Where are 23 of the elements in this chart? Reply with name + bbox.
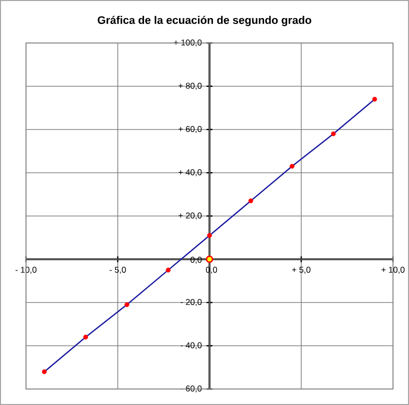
y-tick-label: + 80,0	[178, 82, 202, 90]
point	[166, 268, 171, 272]
x-tick-label: + 10,0	[382, 266, 405, 274]
y-tick-label: + 100,0	[174, 40, 202, 46]
y-tick-label: + 60,0	[178, 126, 202, 133]
point	[372, 96, 378, 102]
x-tick-label: - 5,0	[110, 266, 126, 274]
point	[83, 334, 88, 340]
point	[124, 302, 130, 308]
point	[248, 198, 254, 204]
point	[207, 233, 212, 238]
point	[42, 369, 47, 374]
y-tick-label: - 20,0	[180, 299, 202, 306]
x-tick-label: + 5,0	[292, 266, 310, 274]
y-tick-label: - 60,0	[180, 386, 202, 392]
y-tick-label: + 20,0	[178, 212, 202, 220]
y-tick-label: - 40,0	[180, 342, 202, 350]
point	[206, 256, 214, 263]
x-tick-label: - 10,0	[16, 266, 36, 274]
point	[290, 164, 294, 169]
chart-title: Gráfica de la ecuación de segundo grado	[98, 16, 312, 26]
point	[330, 131, 336, 136]
y-tick-label: + 40,0	[178, 169, 202, 176]
